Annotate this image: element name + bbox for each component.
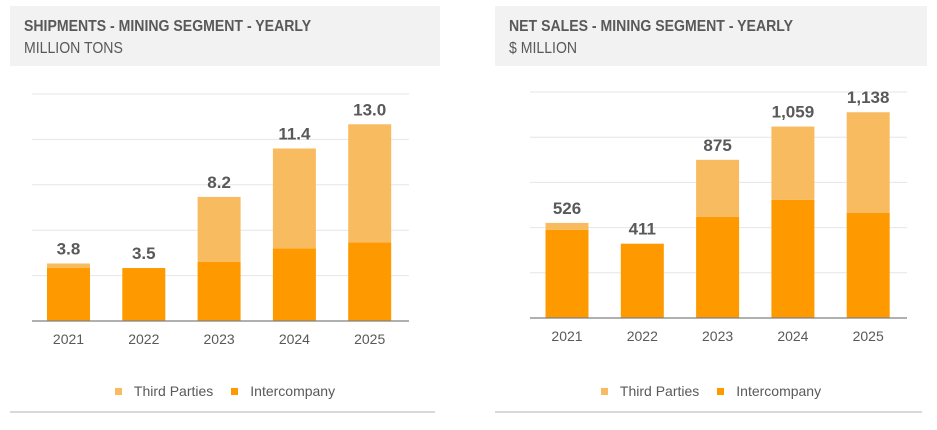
legend-label-third-parties: Third Parties [619, 383, 700, 399]
shipments-divider [10, 411, 435, 413]
bar-third-parties-2024 [272, 148, 316, 249]
x-tick-label-2024: 2024 [279, 331, 310, 347]
legend-label-intercompany: Intercompany [736, 383, 822, 399]
legend-item-intercompany: Intercompany [231, 383, 335, 399]
shipments-chart-subtitle: MILLION TONS [24, 40, 123, 57]
legend-label-intercompany: Intercompany [250, 383, 336, 399]
data-label-2024: 1,059 [772, 103, 815, 122]
bar-intercompany-2024 [771, 199, 815, 318]
shipments-legend: Third Parties Intercompany [10, 383, 440, 399]
x-tick-label-2025: 2025 [354, 331, 385, 347]
x-tick-label-2023: 2023 [204, 331, 235, 347]
bar-intercompany-2022 [620, 243, 664, 318]
data-label-2025: 13.0 [353, 100, 386, 119]
bar-third-parties-2025 [846, 112, 890, 213]
net-sales-chart-subtitle: $ MILLION [509, 40, 578, 57]
shipments-panel: SHIPMENTS - MINING SEGMENT - YEARLY MILL… [10, 0, 440, 430]
legend-swatch-intercompany [717, 387, 725, 395]
legend-swatch-third-parties [600, 387, 608, 395]
data-label-2022: 3.5 [132, 244, 156, 263]
data-label-2025: 1,138 [847, 88, 890, 107]
data-label-2023: 8.2 [207, 173, 231, 192]
data-label-2021: 526 [553, 199, 581, 218]
x-tick-label-2021: 2021 [53, 331, 84, 347]
x-tick-label-2021: 2021 [551, 328, 582, 344]
bar-intercompany-2024 [272, 248, 316, 321]
data-label-2024: 11.4 [278, 124, 311, 143]
bar-intercompany-2021 [545, 229, 589, 318]
bar-third-parties-2023 [197, 196, 241, 262]
net-sales-chart: 526 2021 411 2022 875 2023 1,059 2024 1,138 2025 [530, 88, 907, 344]
bar-intercompany-2022 [122, 268, 166, 321]
shipments-header: SHIPMENTS - MINING SEGMENT - YEARLY MILL… [10, 6, 440, 66]
bar-intercompany-2021 [47, 268, 90, 321]
x-tick-label-2022: 2022 [627, 328, 658, 344]
bar-intercompany-2023 [696, 216, 740, 318]
x-tick-label-2022: 2022 [128, 331, 159, 347]
data-label-2022: 411 [629, 220, 656, 239]
bar-third-parties-2021 [545, 222, 589, 230]
x-tick-label-2023: 2023 [702, 328, 733, 344]
net-sales-legend: Third Parties Intercompany [495, 383, 927, 399]
x-tick-label-2025: 2025 [853, 328, 884, 344]
bar-third-parties-2023 [696, 159, 740, 217]
legend-item-intercompany: Intercompany [717, 383, 821, 399]
bar-intercompany-2025 [846, 212, 890, 318]
legend-swatch-third-parties [114, 387, 122, 395]
bar-intercompany-2023 [197, 261, 241, 321]
net-sales-divider [495, 411, 922, 413]
net-sales-header: NET SALES - MINING SEGMENT - YEARLY $ MI… [495, 6, 927, 66]
bar-third-parties-2025 [348, 124, 392, 243]
net-sales-chart-title: NET SALES - MINING SEGMENT - YEARLY [509, 18, 793, 35]
bar-third-parties-2024 [771, 126, 815, 200]
data-label-2023: 875 [703, 136, 731, 155]
bar-third-parties-2021 [47, 263, 90, 269]
legend-item-third-parties: Third Parties [600, 383, 700, 399]
net-sales-panel: NET SALES - MINING SEGMENT - YEARLY $ MI… [495, 0, 927, 430]
legend-swatch-intercompany [231, 387, 239, 395]
bar-intercompany-2025 [348, 242, 392, 321]
x-tick-label-2024: 2024 [777, 328, 808, 344]
shipments-chart-title: SHIPMENTS - MINING SEGMENT - YEARLY [24, 18, 312, 35]
data-label-2021: 3.8 [57, 239, 81, 258]
legend-label-third-parties: Third Parties [133, 383, 214, 399]
shipments-chart: 3.8 2021 3.5 2022 8.2 2023 11.4 2024 13.0 2025 [32, 93, 409, 347]
legend-item-third-parties: Third Parties [114, 383, 214, 399]
